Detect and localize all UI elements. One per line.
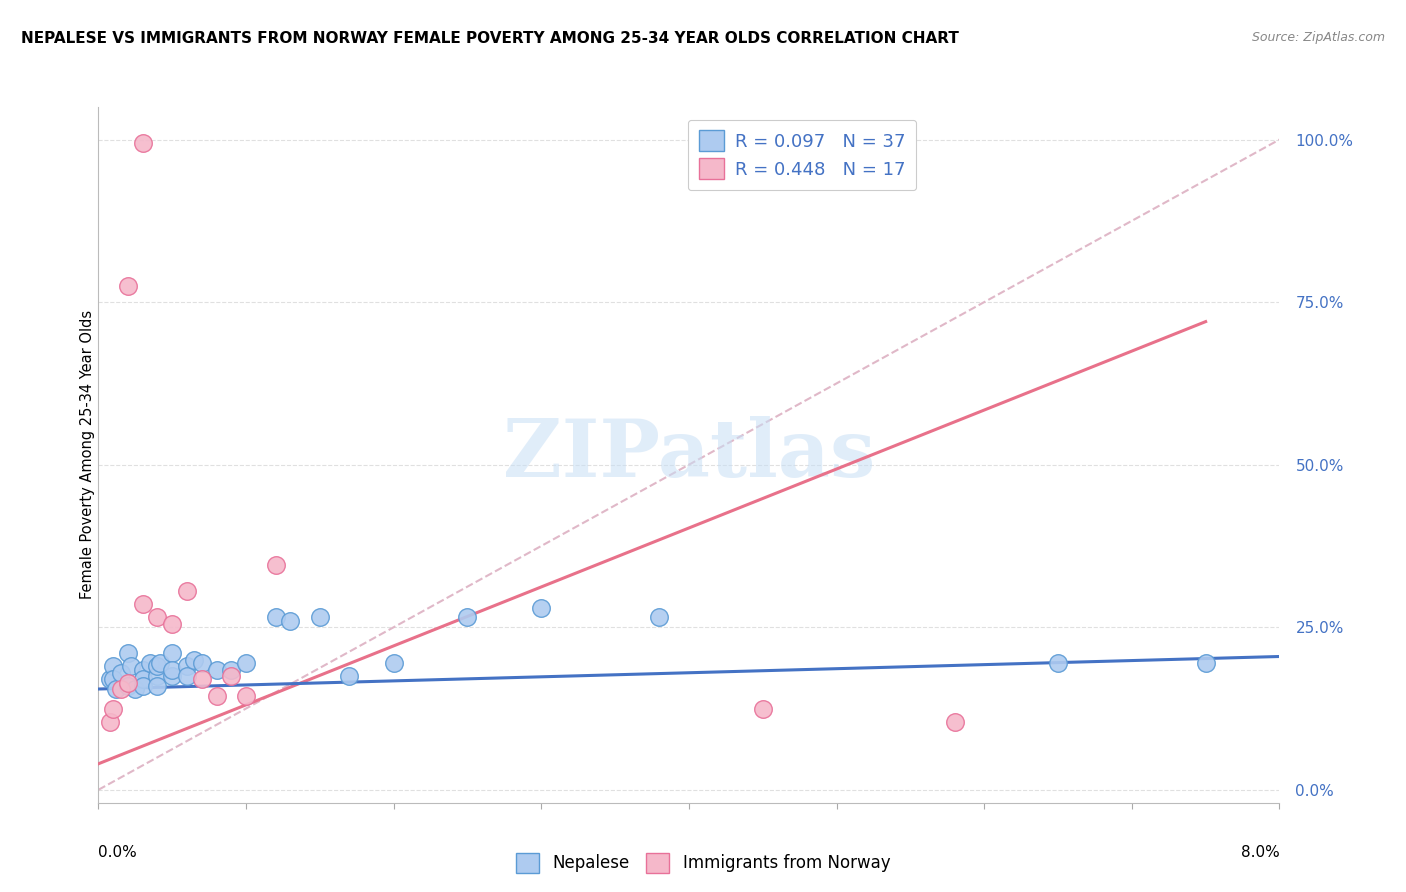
Point [219, 669, 242, 683]
Point [751, 701, 773, 715]
Y-axis label: Female Poverty Among 25-34 Year Olds: Female Poverty Among 25-34 Year Olds [80, 310, 94, 599]
Point [278, 614, 301, 628]
Point [132, 136, 155, 150]
Point [146, 610, 169, 624]
Point [337, 669, 360, 683]
Point [264, 610, 287, 624]
Point [943, 714, 966, 729]
Point [162, 646, 183, 660]
Point [117, 278, 139, 293]
Point [98, 672, 121, 686]
Point [530, 600, 553, 615]
Point [117, 679, 139, 693]
Point [103, 701, 124, 715]
Text: Source: ZipAtlas.com: Source: ZipAtlas.com [1251, 31, 1385, 45]
Text: 0.0%: 0.0% [98, 845, 138, 860]
Point [235, 656, 257, 670]
Point [235, 689, 257, 703]
Point [264, 558, 287, 573]
Point [132, 672, 155, 686]
Point [1046, 656, 1069, 670]
Point [162, 663, 183, 677]
Point [1194, 656, 1216, 670]
Point [124, 681, 146, 696]
Point [120, 659, 142, 673]
Point [183, 653, 205, 667]
Point [149, 656, 172, 670]
Text: ZIPatlas: ZIPatlas [503, 416, 875, 494]
Point [103, 659, 124, 673]
Text: NEPALESE VS IMMIGRANTS FROM NORWAY FEMALE POVERTY AMONG 25-34 YEAR OLDS CORRELAT: NEPALESE VS IMMIGRANTS FROM NORWAY FEMAL… [21, 31, 959, 46]
Point [648, 610, 671, 624]
Legend: Nepalese, Immigrants from Norway: Nepalese, Immigrants from Norway [509, 847, 897, 880]
Point [146, 679, 169, 693]
Point [308, 610, 332, 624]
Point [176, 669, 198, 683]
Text: 8.0%: 8.0% [1240, 845, 1279, 860]
Point [110, 665, 132, 680]
Point [146, 659, 169, 673]
Point [132, 598, 155, 612]
Point [456, 610, 478, 624]
Point [176, 659, 198, 673]
Point [132, 679, 155, 693]
Point [117, 675, 139, 690]
Legend: R = 0.097   N = 37, R = 0.448   N = 17: R = 0.097 N = 37, R = 0.448 N = 17 [688, 120, 917, 190]
Point [176, 584, 198, 599]
Point [132, 663, 155, 677]
Point [146, 669, 169, 683]
Point [98, 714, 121, 729]
Point [139, 656, 162, 670]
Point [105, 681, 128, 696]
Point [219, 663, 242, 677]
Point [191, 656, 214, 670]
Point [205, 689, 228, 703]
Point [117, 646, 139, 660]
Point [191, 672, 214, 686]
Point [382, 656, 405, 670]
Point [110, 681, 132, 696]
Point [205, 663, 228, 677]
Point [162, 617, 183, 632]
Point [103, 672, 124, 686]
Point [162, 669, 183, 683]
